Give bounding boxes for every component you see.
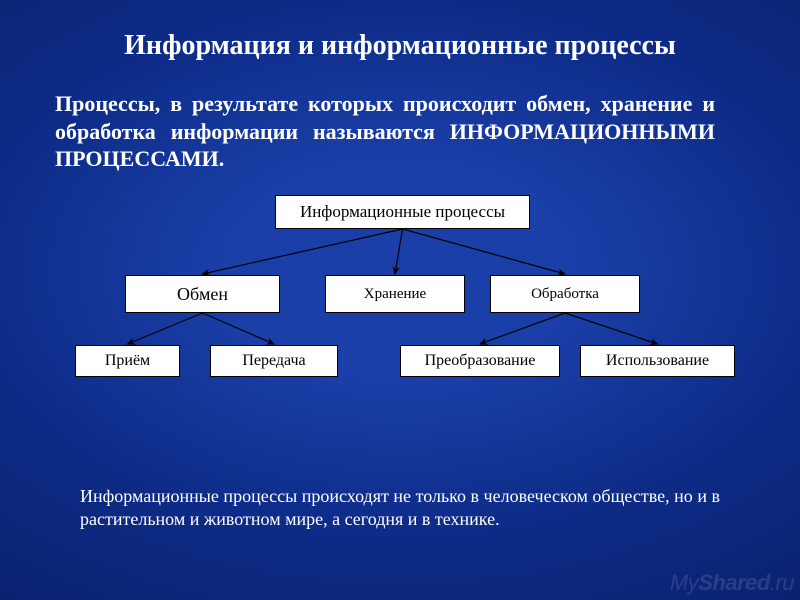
slide-title: Информация и информационные процессы	[0, 30, 800, 62]
node-ispol: Использование	[580, 345, 735, 377]
node-priem: Приём	[75, 345, 180, 377]
node-obmen: Обмен	[125, 275, 280, 313]
node-preob: Преобразование	[400, 345, 560, 377]
watermark: MyShared.ru	[670, 570, 794, 596]
node-hran: Хранение	[325, 275, 465, 313]
node-obrab: Обработка	[490, 275, 640, 313]
node-root: Информационные процессы	[275, 195, 530, 229]
definition-paragraph: Процессы, в результате которых происходи…	[55, 90, 715, 173]
node-pered: Передача	[210, 345, 338, 377]
footer-paragraph: Информационные процессы происходят не то…	[80, 485, 720, 530]
